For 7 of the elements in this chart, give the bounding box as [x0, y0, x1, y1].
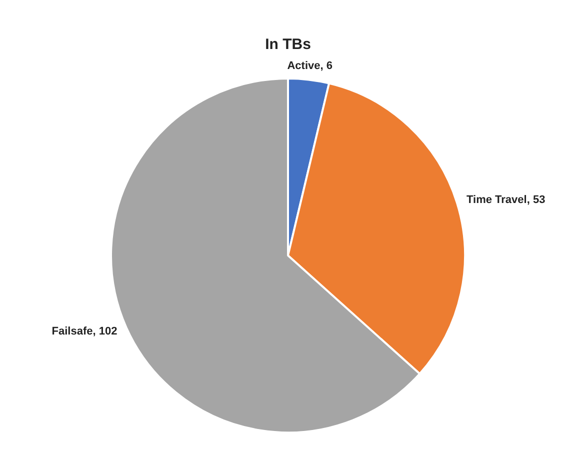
- slice-label: Time Travel: [466, 194, 527, 206]
- data-label: , 53: [526, 194, 546, 206]
- chart-title: In TBs: [265, 36, 311, 54]
- slice-label: Active: [287, 60, 320, 72]
- slice-label: Failsafe: [52, 326, 93, 338]
- data-label: , 102: [92, 326, 118, 338]
- data-label: , 6: [320, 60, 332, 72]
